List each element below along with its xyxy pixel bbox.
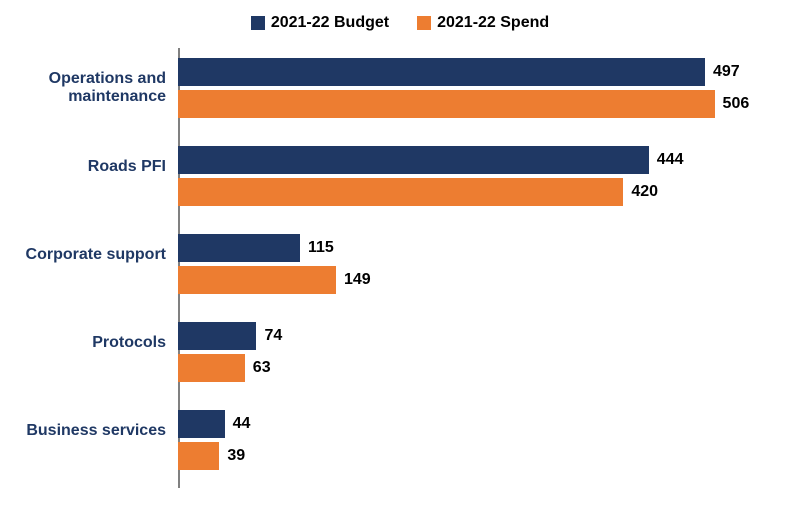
bar-budget [178,146,649,174]
bar-value: 444 [657,151,684,169]
bar-spend [178,266,336,294]
budget-vs-spend-chart: 2021-22 Budget 2021-22 Spend Operations … [0,0,800,505]
bar-group: 74 63 [178,322,740,382]
bar-value: 149 [344,271,371,289]
legend-label-budget: 2021-22 Budget [271,14,389,32]
legend-swatch-budget [251,16,265,30]
bar-value: 39 [227,447,245,465]
bar-spend [178,90,715,118]
bar-value: 420 [631,183,658,201]
bar-budget [178,322,256,350]
legend: 2021-22 Budget 2021-22 Spend [0,14,800,32]
bar-value: 115 [308,239,334,257]
bar-value: 44 [233,415,251,433]
bar-spend [178,354,245,382]
category-label: Roads PFI [6,158,166,176]
bar-budget [178,234,300,262]
legend-label-spend: 2021-22 Spend [437,14,549,32]
bar-group: 444 420 [178,146,740,206]
bar-value: 506 [723,95,750,113]
bar-value: 63 [253,359,271,377]
bar-group: 497 506 [178,58,740,118]
bar-budget [178,58,705,86]
bar-group: 44 39 [178,410,740,470]
plot-area: 497 506 444 420 115 149 74 63 44 [178,48,740,488]
bar-value: 74 [264,327,282,345]
bar-spend [178,178,623,206]
bar-group: 115 149 [178,234,740,294]
category-label: Protocols [6,334,166,352]
legend-item-budget: 2021-22 Budget [251,14,389,32]
bar-spend [178,442,219,470]
category-label: Operations and maintenance [6,70,166,107]
bar-value: 497 [713,63,740,81]
legend-swatch-spend [417,16,431,30]
legend-item-spend: 2021-22 Spend [417,14,549,32]
category-label: Business services [6,422,166,440]
category-label: Corporate support [6,246,166,264]
bar-budget [178,410,225,438]
